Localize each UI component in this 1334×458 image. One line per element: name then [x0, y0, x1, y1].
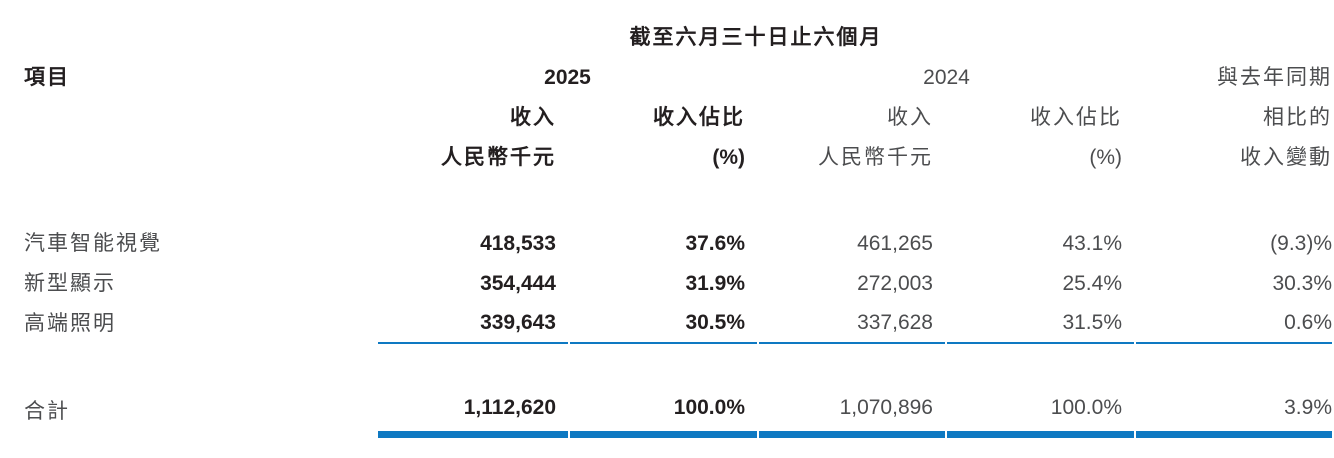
share-2024-value: 43.1% — [1062, 231, 1122, 255]
rev-2025-value: 339,643 — [378, 304, 568, 344]
change-header-line3: 收入變動 — [1240, 145, 1332, 169]
spacer-row — [24, 344, 1332, 392]
share-2025-value: 30.5% — [570, 304, 757, 344]
total-label: 合計 — [24, 399, 70, 423]
year-2024-header: 2024 — [923, 65, 970, 89]
rev-2024-value: 461,265 — [857, 231, 933, 255]
empty-cell — [24, 98, 376, 138]
row-label: 新型顯示 — [24, 271, 116, 295]
spacer — [24, 178, 1332, 224]
table-row-total: 合計 1,112,620 100.0% 1,070,896 100.0% 3.9… — [24, 392, 1332, 438]
period-title-row: 截至六月三十日止六個月 — [24, 18, 1332, 58]
table-row-new-display: 新型顯示 354,444 31.9% 272,003 25.4% 30.3% — [24, 264, 1332, 304]
table-row-high-end-lighting: 高端照明 339,643 30.5% 337,628 31.5% 0.6% — [24, 304, 1332, 344]
row-label: 汽車智能視覺 — [24, 231, 162, 255]
row-label: 高端照明 — [24, 311, 116, 335]
share-header-2025: 收入佔比 — [653, 105, 745, 129]
empty-cell — [24, 138, 376, 178]
item-header: 項目 — [24, 65, 70, 89]
rev-2024-value: 337,628 — [759, 304, 945, 344]
revenue-unit-2024: 人民幣千元 — [818, 145, 933, 169]
share-unit-2025: (%) — [712, 145, 745, 169]
change-value: 0.6% — [1136, 304, 1332, 344]
rev-2024-value: 272,003 — [857, 271, 933, 295]
revenue-header-2025: 收入 — [510, 105, 556, 129]
share-2025-value: 31.9% — [685, 271, 745, 295]
table-row-automotive-vision: 汽車智能視覺 418,533 37.6% 461,265 43.1% (9.3)… — [24, 224, 1332, 264]
year-header-row: 項目 2025 2024 與去年同期 — [24, 58, 1332, 98]
period-title: 截至六月三十日止六個月 — [629, 25, 883, 49]
year-2025-header: 2025 — [544, 65, 591, 89]
share-2024-value: 31.5% — [947, 304, 1134, 344]
change-value: 30.3% — [1272, 271, 1332, 295]
change-header-line1: 與去年同期 — [1217, 65, 1332, 89]
total-change: 3.9% — [1136, 392, 1332, 438]
empty-cell — [1136, 18, 1332, 58]
column-header-row: 收入 收入佔比 收入 收入佔比 相比的 — [24, 98, 1332, 138]
total-share-2025: 100.0% — [570, 392, 757, 438]
total-share-2024: 100.0% — [947, 392, 1134, 438]
change-value: (9.3)% — [1270, 231, 1332, 255]
total-rev-2025: 1,112,620 — [378, 392, 568, 438]
share-2025-value: 37.6% — [685, 231, 745, 255]
share-2024-value: 25.4% — [1062, 271, 1122, 295]
column-unit-row: 人民幣千元 (%) 人民幣千元 (%) 收入變動 — [24, 138, 1332, 178]
spacer-row — [24, 178, 1332, 224]
rev-2025-value: 354,444 — [480, 271, 556, 295]
revenue-unit-2025: 人民幣千元 — [441, 145, 556, 169]
rev-2025-value: 418,533 — [480, 231, 556, 255]
total-rev-2024: 1,070,896 — [759, 392, 945, 438]
revenue-header-2024: 收入 — [887, 105, 933, 129]
share-header-2024: 收入佔比 — [1030, 105, 1122, 129]
empty-cell — [24, 18, 376, 58]
share-unit-2024: (%) — [1089, 145, 1122, 169]
spacer — [24, 344, 1332, 392]
change-header-line2: 相比的 — [1263, 105, 1332, 129]
revenue-table: 截至六月三十日止六個月 項目 2025 2024 與去年同期 收入 收入佔比 收… — [22, 18, 1334, 438]
